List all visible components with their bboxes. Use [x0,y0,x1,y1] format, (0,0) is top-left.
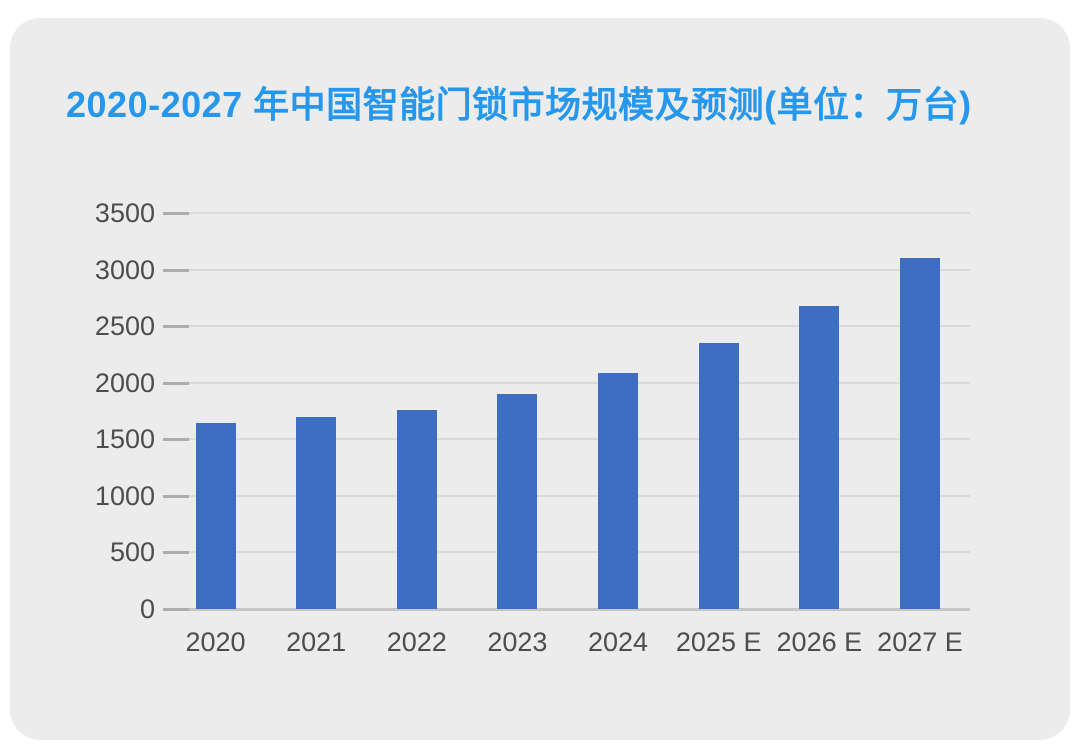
bar-2025-e [698,343,739,609]
gridline [165,438,970,441]
bar-2021 [296,417,337,609]
y-axis-tick [163,438,189,442]
y-axis-label: 3000 [94,254,155,285]
chart-title: 2020-2027 年中国智能门锁市场规模及预测(单位：万台) [66,84,972,125]
gridline [165,551,970,554]
y-axis-tick [163,608,189,611]
y-axis-tick [163,381,189,385]
chart-card: 2020-2027 年中国智能门锁市场规模及预测(单位：万台) 0 500 1000… [10,18,1070,740]
bar-2023 [497,394,538,609]
bar-2020 [195,423,236,609]
gridline [165,381,970,384]
x-axis-label: 2023 [487,627,548,657]
bar-2022 [396,409,437,609]
gridline [165,268,970,271]
x-axis-label: 2024 [588,627,649,657]
y-axis-label: 1500 [94,424,155,455]
y-axis-label: 2500 [94,311,155,342]
gridline [165,325,970,328]
y-axis-tick [163,268,189,272]
y-axis-tick [163,551,189,555]
gridline [165,212,970,214]
y-axis-label: 500 [109,537,155,568]
bar-2027-e [899,258,940,609]
y-axis-label: 1000 [94,480,155,511]
bar-2024 [598,372,639,609]
gridline [165,494,970,497]
y-axis-label: 2000 [94,367,155,398]
x-axis-baseline [165,608,970,611]
y-axis-label: 3500 [94,198,155,228]
y-axis-tick [163,494,189,498]
x-axis-label: 2020 [185,627,246,657]
bar-chart-plot-area: 0 500 1000 1500 2000 2500 3000 3500 2020 2021 2022… [95,200,970,657]
y-axis-tick [163,325,189,329]
x-axis-label: 2025 E [675,627,762,657]
bar-2026-e [799,305,840,609]
x-axis-label: 2026 E [776,627,863,657]
x-axis-label: 2027 E [877,627,963,657]
x-axis-label: 2022 [386,627,447,657]
y-axis-label: 0 [139,594,155,624]
y-axis-tick [163,212,189,215]
x-axis-label: 2021 [286,627,347,657]
